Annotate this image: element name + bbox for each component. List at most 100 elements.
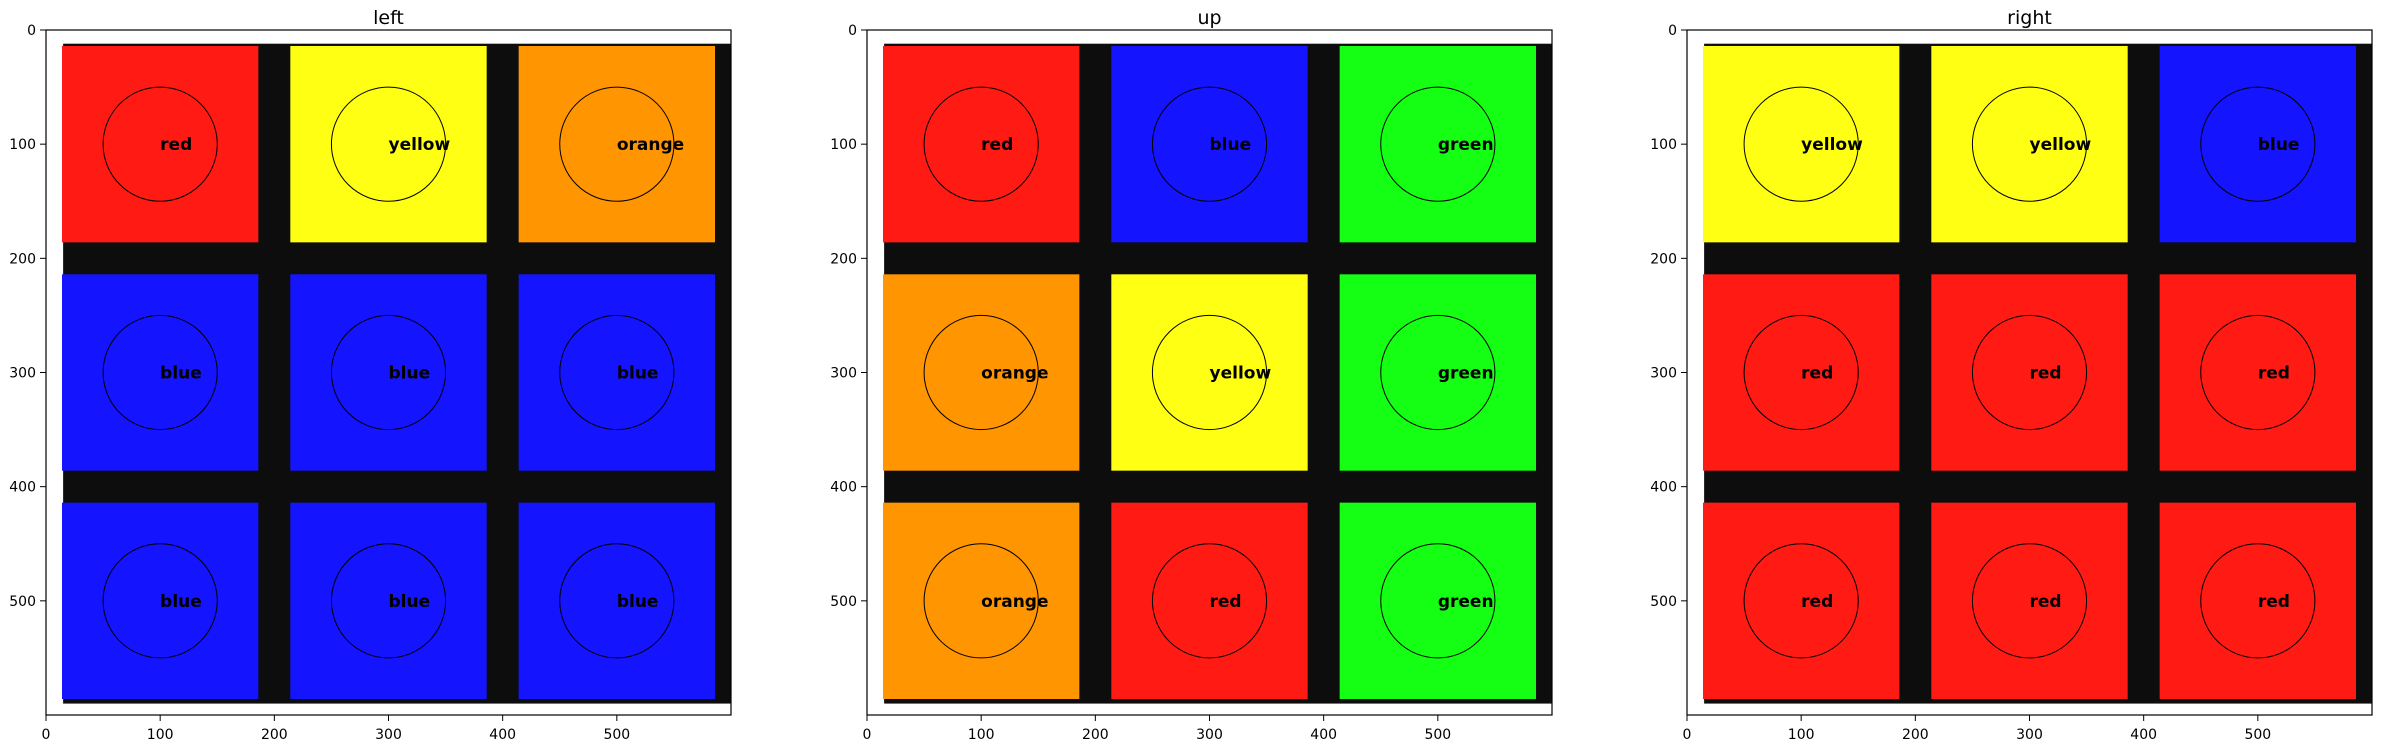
sample-circle <box>1380 86 1496 202</box>
sticker-blue <box>2159 45 2357 243</box>
cell-label: red <box>981 135 1013 155</box>
y-tick-label: 400 <box>1650 480 1677 496</box>
sample-circle <box>1743 86 1859 202</box>
sticker-blue <box>518 502 716 700</box>
sticker-yellow <box>1111 274 1308 471</box>
y-tick-label: 200 <box>1650 251 1677 267</box>
image-area: red blue green orange yellow green orange red gr… <box>867 30 1552 715</box>
sample-circle <box>559 314 675 431</box>
x-tick-label: 500 <box>1424 727 1451 743</box>
y-tick-label: 400 <box>9 480 36 496</box>
cell-label: blue <box>160 592 202 612</box>
sample-circle <box>330 314 447 431</box>
sticker-blue <box>1111 45 1308 243</box>
y-tick-label: 100 <box>9 137 36 153</box>
sample-circle <box>923 314 1039 431</box>
sample-circle <box>2200 86 2316 202</box>
x-tick-label: 400 <box>489 727 516 743</box>
image-area: red yellow orange blue blue blue blue blue blue <box>46 30 731 715</box>
cell-label: blue <box>2258 135 2300 155</box>
sample-circle <box>2200 543 2316 659</box>
sticker-red <box>882 45 1080 243</box>
sticker-blue <box>290 502 487 700</box>
cell-label: orange <box>981 364 1048 384</box>
y-tick-label: 300 <box>9 366 36 382</box>
sticker-green <box>1339 274 1537 471</box>
y-tick-label: 300 <box>830 366 857 382</box>
cell-label: blue <box>389 364 431 384</box>
sample-circle <box>330 86 447 202</box>
sample-circle <box>102 86 218 202</box>
sticker-red <box>2159 502 2357 700</box>
sticker-orange <box>882 502 1080 700</box>
panel-title: up <box>1197 7 1221 29</box>
sample-circle <box>330 543 447 659</box>
y-tick-label: 500 <box>9 594 36 610</box>
sticker-red <box>2159 274 2357 471</box>
y-tick-label: 200 <box>830 251 857 267</box>
sticker-yellow <box>290 45 487 243</box>
sample-circle <box>923 86 1039 202</box>
sticker-yellow <box>1931 45 2128 243</box>
cell-label: blue <box>1210 135 1252 155</box>
cell-label: yellow <box>1210 364 1272 384</box>
sample-circle <box>1380 314 1496 431</box>
x-tick-label: 0 <box>1683 727 1692 743</box>
cell-label: blue <box>617 592 659 612</box>
sticker-blue <box>518 274 716 471</box>
x-tick-label: 300 <box>2016 727 2043 743</box>
sample-circle <box>923 543 1039 659</box>
sticker-red <box>1702 502 1900 700</box>
x-tick-label: 100 <box>968 727 995 743</box>
x-tick-label: 0 <box>42 727 51 743</box>
axes-left: red yellow orange blue blue blue blue blue blue 0… <box>9 7 732 743</box>
sticker-blue <box>61 274 259 471</box>
sticker-orange <box>518 45 716 243</box>
sample-circle <box>1971 314 2088 431</box>
cell-label: orange <box>981 592 1048 612</box>
x-tick-label: 500 <box>2244 727 2271 743</box>
x-tick-label: 300 <box>375 727 402 743</box>
sample-circle <box>2200 314 2316 431</box>
sticker-orange <box>882 274 1080 471</box>
x-tick-label: 100 <box>1788 727 1815 743</box>
x-tick-label: 500 <box>603 727 630 743</box>
y-tick-label: 0 <box>1668 23 1677 39</box>
x-tick-label: 300 <box>1196 727 1223 743</box>
cell-label: red <box>2030 592 2062 612</box>
y-tick-label: 0 <box>848 23 857 39</box>
x-tick-label: 100 <box>147 727 174 743</box>
x-tick-label: 0 <box>863 727 872 743</box>
sticker-yellow <box>1702 45 1900 243</box>
sticker-blue <box>61 502 259 700</box>
cell-label: yellow <box>389 135 451 155</box>
y-tick-label: 400 <box>830 480 857 496</box>
cell-label: red <box>2030 364 2062 384</box>
x-tick-label: 200 <box>261 727 288 743</box>
axes-up: red blue green orange yellow green orange red gr… <box>830 7 1553 743</box>
x-tick-label: 400 <box>1310 727 1337 743</box>
sticker-red <box>61 45 259 243</box>
sample-circle <box>1380 543 1496 659</box>
x-tick-label: 200 <box>1082 727 1109 743</box>
sample-circle <box>1743 314 1859 431</box>
cell-label: yellow <box>1801 135 1863 155</box>
sticker-blue <box>290 274 487 471</box>
cell-label: red <box>1801 364 1833 384</box>
y-tick-label: 500 <box>1650 594 1677 610</box>
y-tick-label: 100 <box>830 137 857 153</box>
sticker-red <box>1702 274 1900 471</box>
cell-label: blue <box>617 364 659 384</box>
cell-label: yellow <box>2030 135 2092 155</box>
sample-circle <box>1151 314 1268 431</box>
cell-label: red <box>160 135 192 155</box>
cell-label: blue <box>389 592 431 612</box>
cell-label: orange <box>617 135 684 155</box>
axes-right: yellow yellow blue red red red red red red 0 100 20… <box>1650 7 2373 743</box>
sticker-green <box>1339 502 1537 700</box>
x-tick-label: 400 <box>2130 727 2157 743</box>
cell-label: green <box>1438 364 1494 384</box>
sample-circle <box>102 314 218 431</box>
sample-circle <box>559 86 675 202</box>
